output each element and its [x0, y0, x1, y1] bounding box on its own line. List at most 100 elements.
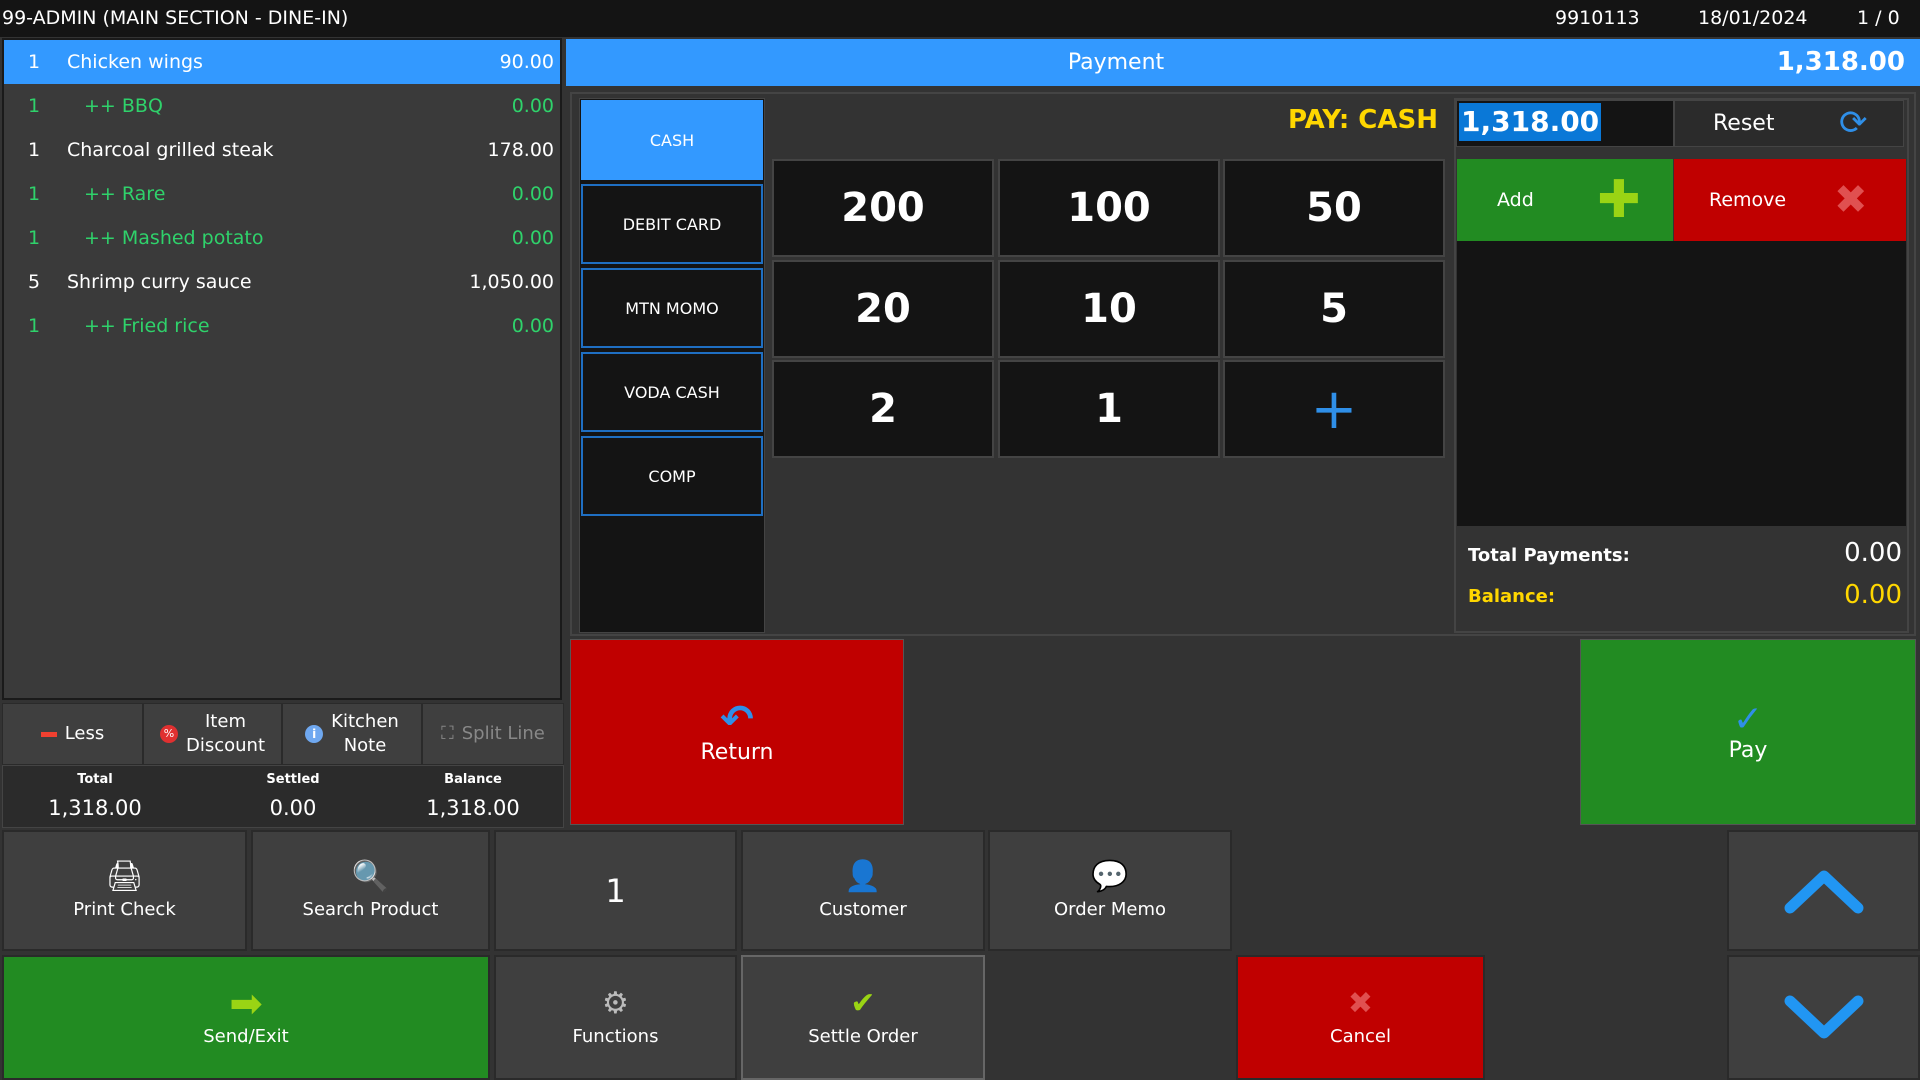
amount-due: 1,318.00 [1776, 47, 1905, 77]
modifier-row[interactable]: 1 ++ Rare 0.00 [4, 172, 560, 216]
discount-icon: % [159, 725, 178, 743]
item-name: Chicken wings [67, 51, 203, 73]
item-price: 178.00 [487, 139, 554, 161]
pay-button[interactable]: ✓ Pay [1580, 639, 1916, 825]
print-check-button[interactable]: 🖨 Print Check [2, 830, 247, 951]
customer-button[interactable]: 👤 Customer [741, 830, 985, 951]
denomination-key[interactable]: 2 [772, 360, 994, 458]
search-product-button[interactable]: 🔍 Search Product [251, 830, 490, 951]
cancel-button[interactable]: ✖ Cancel [1236, 955, 1485, 1080]
payment-panel [570, 92, 1916, 636]
search-icon: 🔍 [351, 859, 390, 894]
denomination-key[interactable]: 200 [772, 159, 994, 257]
payment-balance-value: 0.00 [1844, 580, 1902, 610]
order-list[interactable]: 1 Chicken wings 90.00 1 ++ BBQ 0.00 1 Charcoal … [2, 38, 562, 700]
close-icon: ✖ [1834, 177, 1868, 223]
less-button[interactable]: Less [2, 703, 143, 765]
expand-icon: ⛶ [441, 723, 454, 744]
item-price: 0.00 [511, 227, 554, 249]
denomination-key[interactable]: 10 [998, 260, 1220, 358]
scroll-down-button[interactable] [1727, 955, 1920, 1080]
plus-icon: ✚ [1597, 170, 1641, 230]
item-name: ++ Rare [84, 183, 166, 205]
item-qty: 1 [28, 227, 41, 249]
item-qty: 1 [28, 139, 41, 161]
item-qty: 1 [28, 315, 41, 337]
item-qty: 1 [28, 51, 41, 73]
order-item-row[interactable]: 1 Charcoal grilled steak 178.00 [4, 128, 560, 172]
pay-method-label: PAY: CASH [1287, 105, 1438, 135]
split-line-button[interactable]: ⛶ Split Line [422, 703, 564, 765]
balance-value: 1,318.00 [426, 796, 520, 820]
close-icon: ✖ [1347, 986, 1374, 1021]
printer-icon: 🖨 [105, 859, 144, 894]
scroll-up-button[interactable] [1727, 830, 1920, 951]
chevron-up-icon [1784, 870, 1863, 913]
return-button[interactable]: ↶ Return [570, 639, 904, 825]
person-icon: 👤 [844, 859, 882, 894]
window-title: 99-ADMIN (MAIN SECTION - DINE-IN) [2, 7, 349, 29]
item-qty: 1 [28, 95, 41, 117]
total-payments-value: 0.00 [1844, 538, 1902, 568]
item-qty: 1 [28, 183, 41, 205]
title-bar: 99-ADMIN (MAIN SECTION - DINE-IN) 991011… [0, 0, 1920, 37]
payment-method-mtn-momo[interactable]: MTN MOMO [581, 268, 763, 348]
checkmark-icon: ✓ [1732, 698, 1764, 740]
settle-order-button[interactable]: ✔ Settle Order [741, 955, 985, 1080]
item-name: ++ Fried rice [84, 315, 210, 337]
payment-method-comp[interactable]: COMP [581, 436, 763, 516]
order-memo-button[interactable]: 💬 Order Memo [988, 830, 1232, 951]
gear-icon: ⚙ [602, 986, 629, 1021]
plus-icon: + [1310, 376, 1358, 442]
item-qty: 5 [28, 271, 41, 293]
modifier-row[interactable]: 1 ++ BBQ 0.00 [4, 84, 560, 128]
order-item-row[interactable]: 1 Chicken wings 90.00 [4, 40, 560, 84]
plus-key[interactable]: + [1223, 360, 1445, 458]
payment-method-voda-cash[interactable]: VODA CASH [581, 352, 763, 432]
order-item-row[interactable]: 5 Shrimp curry sauce 1,050.00 [4, 260, 560, 304]
counter: 1 / 0 [1857, 7, 1900, 29]
send-exit-button[interactable]: ➡ Send/Exit [2, 955, 490, 1080]
functions-button[interactable]: ⚙ Functions [494, 955, 737, 1080]
payment-method-debit-card[interactable]: DEBIT CARD [581, 184, 763, 264]
payments-list[interactable] [1457, 241, 1906, 526]
item-name: Shrimp curry sauce [67, 271, 252, 293]
payment-title: Payment [1067, 50, 1165, 75]
item-name: Charcoal grilled steak [67, 139, 274, 161]
settled-value: 0.00 [269, 796, 317, 820]
denomination-key[interactable]: 20 [772, 260, 994, 358]
amount-input[interactable]: 1,318.00 [1456, 100, 1674, 147]
reset-button[interactable]: Reset ⟳ [1674, 100, 1904, 147]
date: 18/01/2024 [1698, 7, 1808, 29]
minus-icon [40, 731, 57, 737]
remove-payment-button[interactable]: Remove ✖ [1674, 159, 1906, 241]
item-name: ++ Mashed potato [84, 227, 264, 249]
total-value: 1,318.00 [48, 796, 142, 820]
chevron-down-icon [1784, 995, 1863, 1038]
kitchen-note-button[interactable]: i Kitchen Note [282, 703, 422, 765]
denomination-key[interactable]: 5 [1223, 260, 1445, 358]
denomination-key[interactable]: 1 [998, 360, 1220, 458]
arrow-right-icon: ➡ [229, 981, 263, 1027]
order-totals: Total 1,318.00 Settled 0.00 Balance 1,31… [2, 765, 564, 828]
payment-method-cash[interactable]: CASH [581, 100, 763, 180]
item-discount-button[interactable]: % Item Discount [143, 703, 282, 765]
refresh-icon: ⟳ [1839, 103, 1868, 143]
modifier-row[interactable]: 1 ++ Fried rice 0.00 [4, 304, 560, 348]
item-price: 1,050.00 [469, 271, 554, 293]
modifier-row[interactable]: 1 ++ Mashed potato 0.00 [4, 216, 560, 260]
payment-header: Payment 1,318.00 [566, 39, 1920, 86]
quantity-display[interactable]: 1 [494, 830, 737, 951]
item-price: 0.00 [511, 183, 554, 205]
denomination-key[interactable]: 100 [998, 159, 1220, 257]
checkmark-icon: ✔ [850, 986, 876, 1021]
add-payment-button[interactable]: Add ✚ [1457, 159, 1673, 241]
check-number: 9910113 [1555, 7, 1640, 29]
item-price: 0.00 [511, 95, 554, 117]
undo-arrow-icon: ↶ [720, 696, 754, 743]
item-price: 90.00 [499, 51, 554, 73]
info-icon: i [305, 725, 324, 743]
chat-bubble-icon: 💬 [1091, 859, 1129, 894]
denomination-key[interactable]: 50 [1223, 159, 1445, 257]
item-name: ++ BBQ [84, 95, 163, 117]
